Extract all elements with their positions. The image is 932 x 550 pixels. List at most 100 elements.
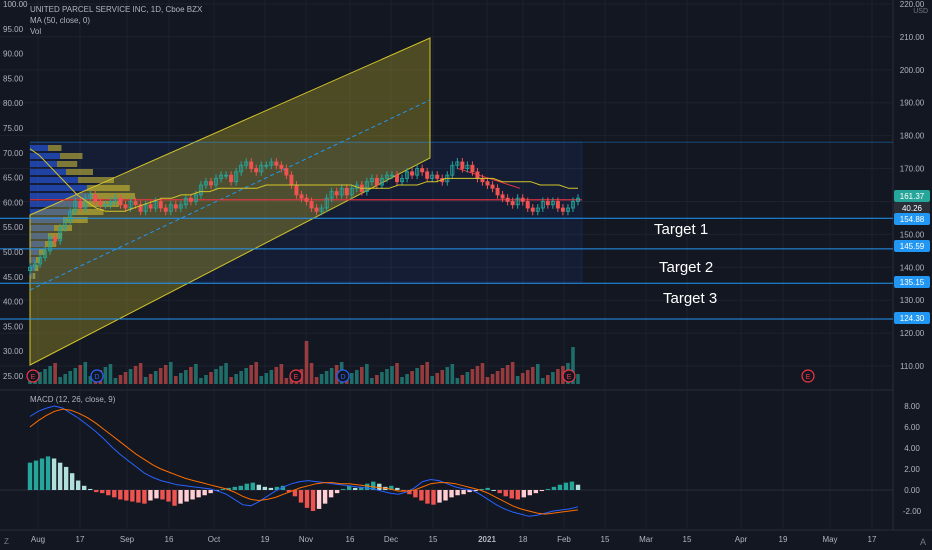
candle-body — [229, 174, 234, 183]
candle-body — [430, 174, 435, 179]
candle-body — [259, 164, 264, 173]
volume-profile-row — [30, 249, 39, 255]
left-tick-label: 50.00 — [3, 248, 24, 257]
macd-tick-label: 6.00 — [904, 423, 920, 432]
candle-body — [485, 181, 490, 186]
volume-bar — [73, 368, 78, 384]
symbol-title[interactable]: UNITED PARCEL SERVICE INC, 1D, Cboe BZX — [30, 5, 203, 14]
volume-bar — [390, 366, 394, 384]
volume-bar — [460, 375, 465, 384]
volume-bar — [485, 377, 490, 384]
macd-histogram-bar — [220, 488, 225, 490]
event-badge: E — [562, 369, 576, 383]
volume-bar — [309, 363, 314, 384]
macd-histogram-bar — [371, 481, 376, 490]
volume-bar — [234, 374, 238, 384]
macd-histogram-bar — [196, 490, 201, 498]
price-tick-label: 120.00 — [900, 329, 925, 338]
volume-bar — [128, 369, 133, 384]
candle-body — [38, 256, 43, 265]
volume-indicator-label[interactable]: Vol — [30, 27, 42, 36]
volume-bar — [123, 372, 128, 384]
candle-body — [379, 178, 384, 186]
volume-bar — [445, 367, 450, 384]
volume-bar — [314, 377, 319, 384]
macd-histogram-bar — [545, 488, 551, 490]
macd-histogram-bar — [292, 490, 298, 497]
candle-body — [545, 201, 550, 206]
macd-line — [29, 405, 579, 517]
macd-histogram-bar — [226, 487, 231, 490]
ma-indicator-label[interactable]: MA (50, close, 0) — [30, 16, 91, 25]
ma-line — [29, 148, 578, 212]
candle-body — [415, 168, 420, 176]
candle-body — [113, 197, 118, 202]
macd-histogram-bar — [479, 488, 484, 490]
candle-body — [425, 171, 430, 179]
grid — [0, 0, 893, 530]
volume-profile-row — [30, 145, 48, 151]
volume-bar — [349, 373, 354, 384]
volume-profile — [29, 141, 583, 283]
candle-body — [249, 161, 254, 169]
time-tick-label: 15 — [429, 535, 438, 544]
volume-profile-row-up — [60, 153, 83, 159]
price-labels: 161.37 40.26 154.88 145.59 135.15 124.30 — [894, 190, 930, 324]
volume-profile-row-up — [54, 225, 72, 231]
volume-bar — [184, 370, 188, 384]
candle-body — [193, 194, 198, 202]
volume-profile-row — [30, 169, 66, 175]
candle-body — [83, 197, 88, 209]
macd-histogram-bar — [202, 490, 207, 496]
price-axis-label-bg — [894, 240, 930, 252]
volume-bar — [546, 375, 550, 384]
left-tick-label: 65.00 — [3, 174, 24, 183]
price-tick-label: 170.00 — [900, 165, 925, 174]
volume-bar — [229, 377, 233, 384]
candle-body — [183, 197, 188, 206]
macd-histogram-bar — [45, 456, 51, 490]
candle-body — [138, 204, 143, 212]
candle-body — [540, 201, 545, 209]
macd-histogram-bar — [262, 486, 268, 490]
macd-histogram-bar — [389, 485, 394, 490]
candle-body — [123, 204, 128, 209]
time-tick-label: Sep — [120, 535, 135, 544]
macd-histogram-bar — [88, 488, 93, 490]
candle-body — [53, 237, 58, 242]
event-badge-label: E — [806, 374, 811, 381]
macd-histogram-bar — [81, 485, 87, 490]
volume-bar — [420, 365, 424, 384]
volume-profile-row — [30, 265, 35, 271]
macd-histogram-bar — [190, 490, 195, 500]
macd-histogram-bar — [232, 486, 237, 490]
left-tick-label: 30.00 — [3, 347, 24, 356]
price-tick-label: 210.00 — [900, 33, 925, 42]
volume-profile-row — [30, 241, 45, 247]
macd-histogram-bar — [106, 490, 111, 496]
axis-settings-icon[interactable]: A — [919, 537, 926, 547]
candle-body — [500, 194, 505, 199]
price-axis-label: 135.15 — [894, 276, 930, 288]
candle-body — [369, 178, 374, 183]
volume-profile-row-up — [66, 169, 93, 175]
timezone-icon[interactable]: Z — [4, 537, 9, 546]
macd-histogram-bar — [118, 490, 123, 500]
candle-body — [530, 207, 535, 212]
candle-body — [73, 201, 78, 212]
macd-pane — [0, 405, 893, 517]
price-tick-label: 140.00 — [900, 263, 925, 272]
time-tick-label: Aug — [31, 535, 45, 544]
volume-profile-row — [30, 193, 90, 199]
macd-indicator-label[interactable]: MACD (12, 26, close, 9) — [30, 395, 116, 404]
volume-bar — [38, 372, 42, 384]
event-badge-circle — [289, 369, 303, 383]
candle-body — [198, 184, 203, 196]
volume-bar — [510, 362, 515, 384]
time-tick-label: 15 — [601, 535, 610, 544]
price-tick-label: 180.00 — [900, 132, 925, 141]
candle-body — [334, 191, 339, 196]
volume-bar — [158, 368, 163, 384]
left-tick-label: 90.00 — [3, 50, 24, 59]
